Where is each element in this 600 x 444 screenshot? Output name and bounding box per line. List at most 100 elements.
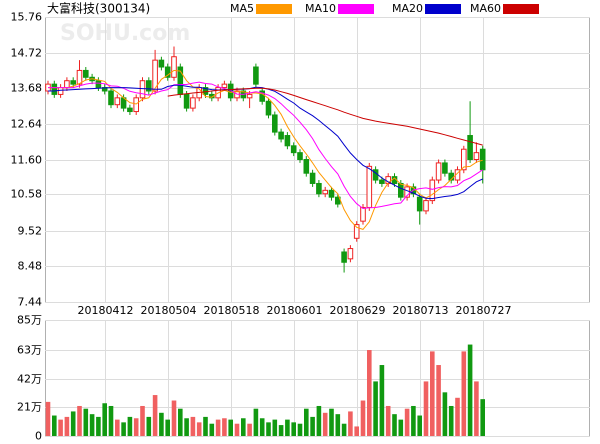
volume-bar: [215, 419, 221, 436]
x-tick-label: 20180601: [267, 304, 323, 317]
y-tick-label: 21万: [17, 401, 42, 414]
volume-bar: [58, 419, 63, 436]
candle-body: [164, 66, 171, 78]
candle-body: [259, 90, 265, 102]
ma-line: [48, 69, 483, 230]
watermark: SOHU.com: [60, 21, 190, 46]
candle-body: [309, 172, 316, 184]
candle-body: [83, 69, 89, 78]
volume-bar: [52, 415, 57, 436]
y-tick-label: 10.58: [11, 188, 43, 201]
volume-bar: [442, 392, 448, 436]
y-tick-label: 14.72: [11, 47, 43, 60]
candle-body: [64, 80, 70, 89]
volume-bar: [467, 344, 473, 436]
x-tick-label: 20180727: [456, 304, 512, 317]
legend-swatch: [256, 4, 292, 14]
volume-bar: [228, 419, 233, 436]
legend-label: MA5: [230, 2, 254, 15]
volume-bar: [392, 414, 397, 436]
volume-bar: [203, 416, 208, 436]
candle-body: [328, 189, 335, 198]
volume-bar: [83, 408, 89, 436]
volume-bar: [373, 381, 378, 436]
volume-bar: [247, 423, 252, 436]
candle-body: [108, 90, 114, 106]
volume-bar: [367, 350, 372, 436]
volume-bar: [272, 419, 278, 436]
candle-body: [253, 66, 259, 85]
volume-bar: [304, 408, 309, 436]
legend-label: MA60: [470, 2, 501, 15]
volume-bar: [253, 408, 259, 436]
y-tick-label: 7.44: [18, 296, 43, 309]
ma-line: [167, 87, 483, 146]
volume-bar: [329, 408, 334, 436]
volume-bar: [64, 416, 70, 436]
volume-bar: [178, 408, 183, 436]
volume-bar: [133, 418, 139, 436]
candle-body: [442, 162, 448, 174]
candle-body: [353, 224, 360, 239]
candle-body: [316, 182, 322, 195]
volume-bar: [404, 408, 410, 436]
legend-swatch: [503, 4, 539, 14]
volume-bar: [127, 416, 133, 436]
candle-body: [479, 148, 486, 171]
y-tick-label: 85万: [17, 314, 42, 327]
y-tick-label: 42万: [17, 373, 42, 386]
volume-bar: [259, 418, 265, 436]
candle-body: [158, 59, 165, 68]
candle-body: [146, 80, 152, 92]
volume-bar: [77, 405, 82, 436]
volume-bar: [348, 411, 353, 436]
legend-swatch: [425, 4, 461, 14]
volume-bar: [184, 418, 189, 436]
candle-body: [429, 179, 436, 202]
x-tick-label: 20180518: [204, 304, 260, 317]
volume-bar: [222, 418, 227, 436]
volume-bar: [474, 381, 479, 436]
candle-body: [461, 148, 467, 171]
volume-bar: [45, 401, 51, 436]
volume-bar: [146, 416, 152, 436]
volume-bar: [379, 365, 385, 436]
candle-body: [190, 97, 196, 109]
candle-body: [423, 200, 429, 212]
candle-body: [341, 251, 347, 263]
candle-body: [51, 83, 58, 95]
candle-body: [435, 162, 442, 181]
volume-bar: [385, 405, 391, 436]
candle-body: [379, 179, 385, 184]
volume-bar: [190, 416, 196, 436]
volume-bar: [140, 405, 145, 436]
legend-label: MA20: [392, 2, 423, 15]
candle-body: [171, 56, 177, 78]
volume-bar: [341, 423, 347, 436]
volume-bar: [115, 419, 120, 436]
volume-bar: [423, 381, 429, 436]
volume-bar: [448, 405, 454, 436]
candle-body: [95, 80, 102, 89]
y-tick-label: 63万: [17, 344, 42, 357]
volume-bar: [209, 423, 215, 436]
volume-bar: [285, 419, 290, 436]
candle-body: [133, 97, 139, 113]
volume-bar: [436, 365, 441, 436]
volume-bar: [196, 422, 202, 436]
candle-body: [303, 159, 310, 174]
candle-body: [127, 107, 133, 113]
volume-bar: [102, 403, 107, 436]
volume-bar: [310, 416, 315, 436]
candle-body: [398, 182, 404, 198]
candle-body: [265, 100, 272, 116]
x-tick-label: 20180504: [141, 304, 197, 317]
volume-bar: [430, 351, 435, 436]
candle-body: [416, 196, 423, 212]
volume-bar: [335, 414, 341, 436]
volume-bar: [461, 351, 467, 436]
volume-bar: [480, 399, 485, 436]
volume-bar: [297, 423, 303, 436]
volume-bar: [108, 405, 114, 436]
legend-label: MA10: [305, 2, 336, 15]
